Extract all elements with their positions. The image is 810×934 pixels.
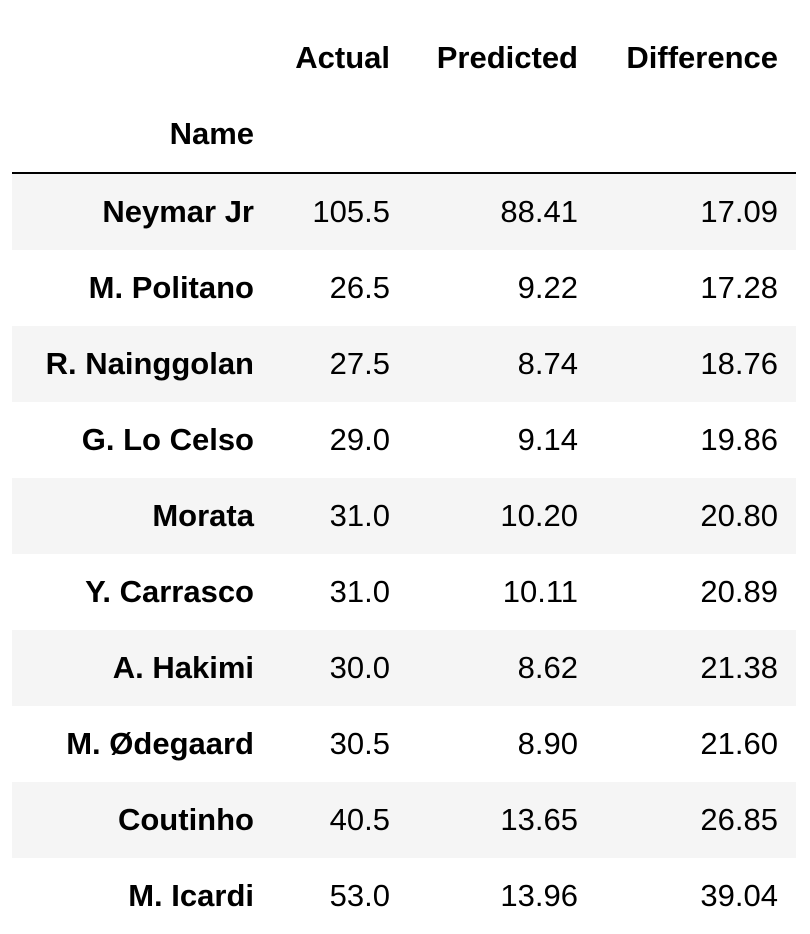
predicted-cell: 10.20 [500, 498, 578, 533]
table-row: Neymar Jr 105.5 88.41 17.09 [12, 173, 796, 250]
difference-cell: 20.80 [700, 498, 778, 533]
actual-cell: 30.5 [329, 726, 390, 761]
row-name-cell: G. Lo Celso [81, 422, 254, 457]
data-table: Actual Predicted Difference Name Neymar … [12, 20, 796, 934]
row-name-cell: M. Politano [88, 270, 254, 305]
difference-cell: 19.86 [700, 422, 778, 457]
table-row: Y. Carrasco 31.0 10.11 20.89 [12, 554, 796, 630]
column-header-predicted: Predicted [436, 40, 578, 75]
index-header-blank [272, 96, 408, 174]
row-name-cell: Coutinho [117, 802, 254, 837]
difference-cell: 21.60 [700, 726, 778, 761]
predicted-cell: 9.14 [517, 422, 578, 457]
difference-cell: 18.76 [700, 346, 778, 381]
actual-cell: 29.0 [329, 422, 390, 457]
predicted-cell: 88.41 [500, 194, 578, 229]
index-name-header: Name [12, 96, 272, 174]
table-row: M. Ødegaard 30.5 8.90 21.60 [12, 706, 796, 782]
column-header-actual: Actual [295, 40, 390, 75]
row-name-cell: Morata [152, 498, 254, 533]
table-row: Coutinho 40.5 13.65 26.85 [12, 782, 796, 858]
predicted-cell: 13.65 [500, 802, 578, 837]
column-header-difference: Difference [626, 40, 778, 75]
table-row: A. Hakimi 30.0 8.62 21.38 [12, 630, 796, 706]
actual-cell: 53.0 [329, 878, 390, 913]
table-row: G. Lo Celso 29.0 9.14 19.86 [12, 402, 796, 478]
difference-cell: 17.09 [700, 194, 778, 229]
predicted-cell: 13.96 [500, 878, 578, 913]
predicted-cell: 9.22 [517, 270, 578, 305]
column-header-row: Actual Predicted Difference [12, 20, 796, 96]
difference-cell: 39.04 [700, 878, 778, 913]
predicted-cell: 8.62 [517, 650, 578, 685]
difference-cell: 26.85 [700, 802, 778, 837]
actual-cell: 105.5 [312, 194, 390, 229]
actual-cell: 31.0 [329, 498, 390, 533]
actual-cell: 31.0 [329, 574, 390, 609]
table-row: M. Politano 26.5 9.22 17.28 [12, 250, 796, 326]
row-name-cell: A. Hakimi [112, 650, 254, 685]
row-name-cell: M. Icardi [128, 878, 254, 913]
corner-cell [12, 20, 272, 96]
row-name-cell: M. Ødegaard [66, 726, 254, 761]
table-row: Morata 31.0 10.20 20.80 [12, 478, 796, 554]
actual-cell: 30.0 [329, 650, 390, 685]
row-name-cell: Y. Carrasco [85, 574, 254, 609]
actual-cell: 26.5 [329, 270, 390, 305]
difference-cell: 20.89 [700, 574, 778, 609]
table-row: R. Nainggolan 27.5 8.74 18.76 [12, 326, 796, 402]
difference-cell: 17.28 [700, 270, 778, 305]
predicted-cell: 10.11 [502, 574, 578, 609]
index-header-blank [596, 96, 796, 174]
difference-cell: 21.38 [700, 650, 778, 685]
table-row: M. Icardi 53.0 13.96 39.04 [12, 858, 796, 934]
index-header-row: Name [12, 96, 796, 174]
actual-cell: 40.5 [329, 802, 390, 837]
table-header: Actual Predicted Difference Name [12, 20, 796, 174]
predicted-cell: 8.74 [517, 346, 578, 381]
table-body: Neymar Jr 105.5 88.41 17.09 M. Politano 26.5 9… [12, 173, 796, 934]
row-name-cell: Neymar Jr [102, 194, 254, 229]
actual-cell: 27.5 [329, 346, 390, 381]
index-header-blank [408, 96, 596, 174]
predicted-cell: 8.90 [517, 726, 578, 761]
row-name-cell: R. Nainggolan [45, 346, 254, 381]
